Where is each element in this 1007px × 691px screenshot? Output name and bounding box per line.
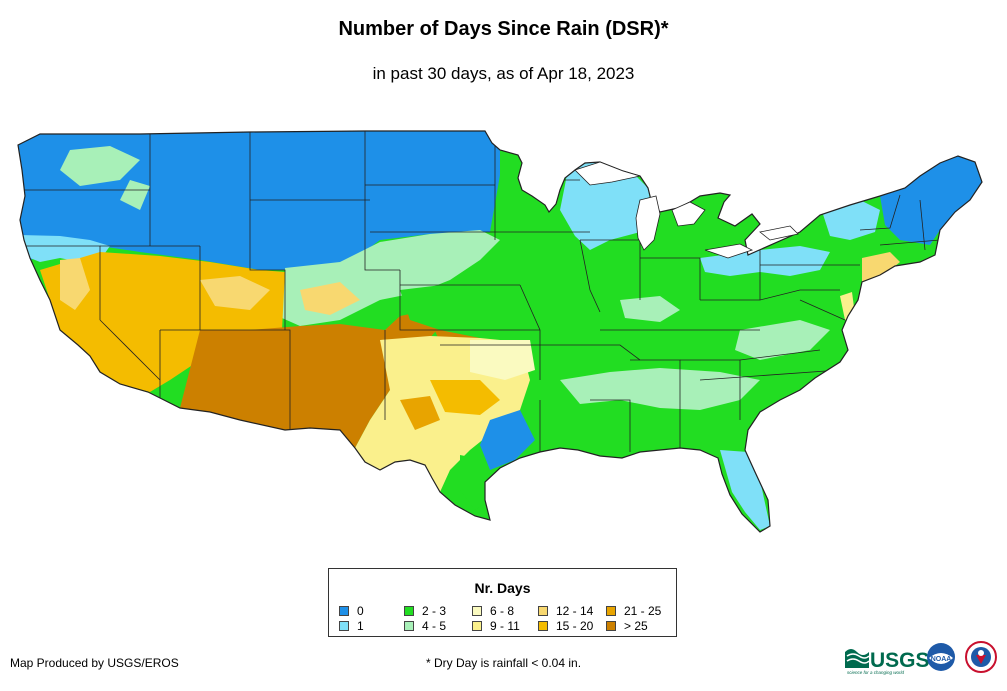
legend-label: 4 - 5 [422, 619, 447, 633]
legend-item: > 25 [606, 619, 648, 633]
legend-item: 15 - 20 [538, 619, 594, 633]
usgs-logo-text: USGS [870, 649, 930, 672]
legend-swatch [606, 621, 616, 631]
map-credit: Map Produced by USGS/EROS [10, 656, 179, 670]
legend-item: 21 - 25 [606, 604, 662, 618]
legend-swatch [404, 606, 414, 616]
legend-swatch [538, 606, 548, 616]
map-subtitle: in past 30 days, as of Apr 18, 2023 [372, 64, 635, 83]
us-dsr-map [17, 130, 983, 533]
legend-label: > 25 [624, 619, 648, 633]
legend-item: 1 [339, 619, 364, 633]
legend-swatch [538, 621, 548, 631]
noaa-logo: NOAA [927, 643, 955, 671]
legend-swatch [339, 606, 349, 616]
legend-swatch [404, 621, 414, 631]
legend-item: 6 - 8 [472, 604, 515, 618]
legend-item: 0 [339, 604, 364, 618]
legend: Nr. Days 0 1 2 - 3 4 - 5 6 - 8 9 - 11 12… [328, 568, 677, 637]
agency-logos: USGS science for a changing world NOAA [845, 641, 997, 675]
legend-item: 12 - 14 [538, 604, 594, 618]
nws-logo [965, 641, 997, 673]
legend-swatch [339, 621, 349, 631]
noaa-logo-text: NOAA [931, 656, 952, 663]
usgs-tagline: science for a changing world [847, 670, 905, 675]
legend-title: Nr. Days [474, 580, 531, 596]
legend-item: 4 - 5 [404, 619, 447, 633]
map-title: Number of Days Since Rain (DSR)* [338, 18, 669, 40]
usgs-logo: USGS science for a changing world [845, 649, 930, 675]
legend-item: 2 - 3 [404, 604, 447, 618]
legend-label: 6 - 8 [490, 604, 515, 618]
legend-label: 0 [357, 604, 364, 618]
legend-label: 1 [357, 619, 364, 633]
legend-swatch [472, 606, 482, 616]
legend-label: 15 - 20 [556, 619, 594, 633]
legend-label: 9 - 11 [490, 619, 520, 633]
legend-swatch [606, 606, 616, 616]
footnote: * Dry Day is rainfall < 0.04 in. [425, 656, 582, 670]
legend-label: 2 - 3 [422, 604, 447, 618]
legend-label: 12 - 14 [556, 604, 594, 618]
legend-swatch [472, 621, 482, 631]
legend-item: 9 - 11 [472, 619, 520, 633]
legend-label: 21 - 25 [624, 604, 662, 618]
